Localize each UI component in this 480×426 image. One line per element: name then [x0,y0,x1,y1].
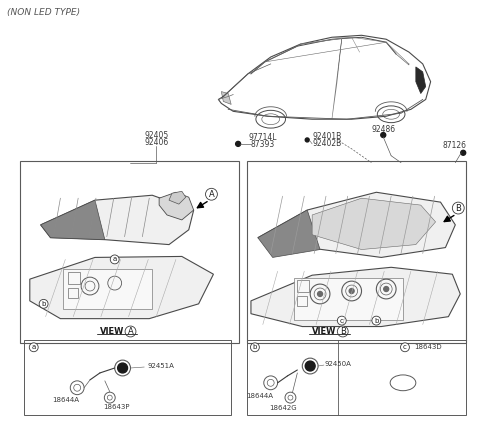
Text: 92401B: 92401B [312,132,342,141]
Circle shape [349,288,354,294]
Text: 18643D: 18643D [414,344,442,350]
Circle shape [305,361,315,371]
Text: 18644A: 18644A [246,393,273,399]
Text: 92451A: 92451A [147,363,174,369]
Polygon shape [312,198,435,250]
Circle shape [372,316,381,325]
Text: 87126: 87126 [442,141,466,150]
Circle shape [205,188,217,200]
Text: A: A [128,327,133,336]
Text: 87393: 87393 [251,141,275,150]
Polygon shape [159,192,194,220]
Circle shape [384,287,389,291]
Bar [247,340,466,415]
Circle shape [318,291,323,296]
Polygon shape [41,200,105,240]
Text: b: b [252,344,257,350]
Text: c: c [340,318,344,324]
Circle shape [251,343,259,352]
Circle shape [118,363,128,373]
Bar [297,296,307,306]
Circle shape [125,326,136,337]
Bar [20,161,239,343]
Text: 97714L: 97714L [249,133,277,142]
Bar [68,288,78,298]
Polygon shape [251,267,460,327]
Circle shape [305,138,309,142]
Text: 18643P: 18643P [103,405,130,411]
Text: A: A [209,190,215,199]
Polygon shape [41,195,194,245]
Polygon shape [30,256,214,319]
Circle shape [400,343,409,352]
Text: B: B [340,327,346,336]
Text: 18644A: 18644A [52,397,79,403]
Bar [68,272,80,284]
Circle shape [29,343,38,352]
Circle shape [337,316,346,325]
Circle shape [461,150,466,155]
Text: 18642G: 18642G [269,406,296,412]
Text: 92406: 92406 [144,138,168,147]
Text: a: a [113,256,117,262]
Text: VIEW: VIEW [312,327,336,336]
Text: VIEW: VIEW [99,327,124,336]
Circle shape [381,132,386,138]
Polygon shape [416,67,426,94]
Bar [294,278,403,320]
Text: B: B [456,204,461,213]
Circle shape [39,299,48,308]
Bar [63,269,152,309]
Circle shape [110,255,119,264]
Text: 92405: 92405 [144,132,168,141]
Text: a: a [32,344,36,350]
Text: b: b [41,301,46,307]
Bar [247,161,466,343]
Polygon shape [258,192,456,257]
Text: 92450A: 92450A [325,361,352,367]
Bar [297,280,309,292]
Text: 92402B: 92402B [312,139,342,148]
Circle shape [452,202,464,214]
Circle shape [236,141,240,147]
Text: 92486: 92486 [371,124,396,134]
Polygon shape [169,191,186,204]
Text: (NON LED TYPE): (NON LED TYPE) [7,8,80,17]
Text: b: b [374,318,379,324]
Polygon shape [258,210,320,257]
Bar [24,340,231,415]
Text: c: c [403,344,407,350]
Circle shape [337,326,348,337]
Polygon shape [221,92,231,104]
